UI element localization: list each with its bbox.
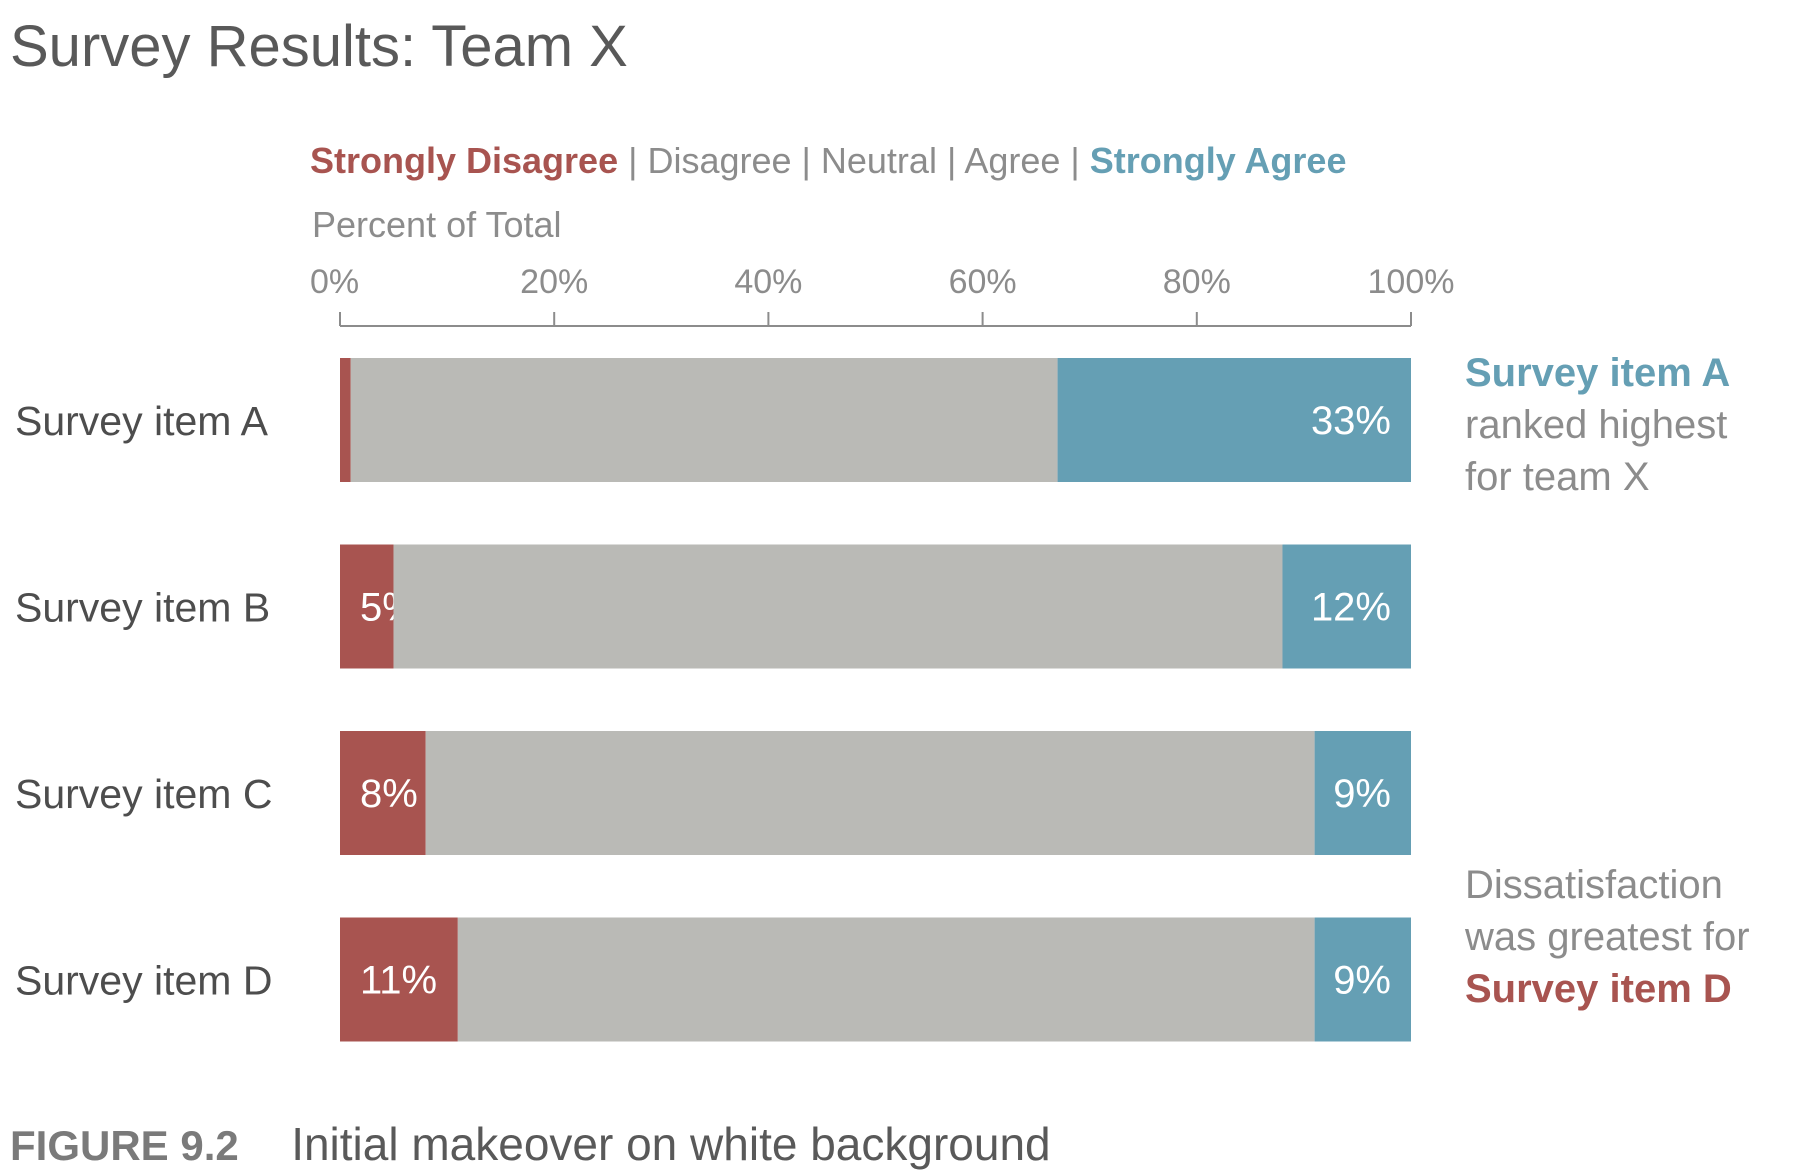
- bar-data-label: 11%: [360, 959, 437, 1003]
- bar-data-label: 12%: [1311, 586, 1391, 630]
- annotation-line: Survey item A: [1465, 351, 1730, 395]
- bar-segment-middle: [425, 731, 1315, 855]
- bar-segment-strongly-disagree: [340, 731, 426, 855]
- category-label: Survey item A: [15, 398, 269, 444]
- bar-segment-strongly-disagree: [340, 358, 351, 482]
- bar-segment-strongly-agree: [1314, 917, 1411, 1042]
- legend-separator: |: [618, 140, 647, 181]
- legend-entry-neutral: Neutral: [821, 140, 937, 181]
- x-tick-label: 40%: [734, 263, 802, 301]
- legend-entry-disagree: Disagree: [647, 140, 791, 181]
- bar-segment-strongly-agree: [1282, 544, 1411, 669]
- caption-text: Initial makeover on white background: [291, 1118, 1050, 1170]
- legend-separator: |: [1060, 140, 1089, 181]
- x-axis-title: Percent of Total: [312, 204, 562, 245]
- legend-entry-agree: Agree: [964, 140, 1060, 181]
- legend-separator: |: [792, 140, 821, 181]
- category-labels: Survey item A Survey item B Survey item C S…: [15, 398, 272, 1004]
- category-label: Survey item C: [15, 771, 272, 817]
- x-tick-label: 80%: [1163, 263, 1231, 301]
- legend-separator: |: [937, 140, 964, 181]
- x-tick-label: 100%: [1368, 263, 1455, 301]
- x-tick-label: 20%: [520, 263, 588, 301]
- bar-data-label: 33%: [1311, 399, 1391, 443]
- annotation-line: ranked highest: [1465, 403, 1727, 447]
- legend-entry-strongly-disagree: Strongly Disagree: [310, 140, 618, 181]
- bar-segment-middle: [350, 358, 1058, 482]
- x-axis: 0% 20% 40% 60% 80% 100%: [310, 263, 1455, 327]
- bar-data-label: 9%: [1333, 772, 1391, 816]
- category-label: Survey item B: [15, 585, 270, 631]
- bars: 1%33%5%12%8%9%11%9%: [340, 358, 1411, 1042]
- chart-title: Survey Results: Team X: [10, 14, 628, 79]
- annotation: Dissatisfaction was greatest for Survey it…: [1464, 863, 1750, 1011]
- annotations: Survey item A ranked highest for team X Dis…: [1464, 351, 1750, 1011]
- category-label: Survey item D: [15, 958, 272, 1004]
- bar-segment-strongly-agree: [1314, 731, 1411, 855]
- legend: Strongly Disagree | Disagree | Neutral |…: [310, 140, 1346, 181]
- annotation-line: Survey item D: [1465, 967, 1732, 1011]
- bar-segment-strongly-disagree: [340, 544, 394, 669]
- bar-segment-strongly-disagree: [340, 917, 458, 1042]
- bar-segment-middle: [393, 544, 1283, 669]
- annotation-line: for team X: [1465, 455, 1650, 499]
- bar-data-label: 8%: [360, 772, 418, 816]
- x-tick-label: 60%: [949, 263, 1017, 301]
- caption-label: FIGURE 9.2: [10, 1122, 239, 1169]
- legend-entry-strongly-agree: Strongly Agree: [1090, 140, 1347, 181]
- bar-segment-middle: [457, 917, 1315, 1042]
- annotation-line: was greatest for: [1464, 915, 1750, 959]
- bar-data-label: 9%: [1333, 959, 1391, 1003]
- figure-caption: FIGURE 9.2 Initial makeover on white bac…: [10, 1118, 1051, 1170]
- annotation-line: Dissatisfaction: [1465, 863, 1723, 907]
- annotation: Survey item A ranked highest for team X: [1465, 351, 1730, 499]
- bar-segment-strongly-agree: [1057, 358, 1411, 482]
- x-tick-label: 0%: [310, 263, 359, 301]
